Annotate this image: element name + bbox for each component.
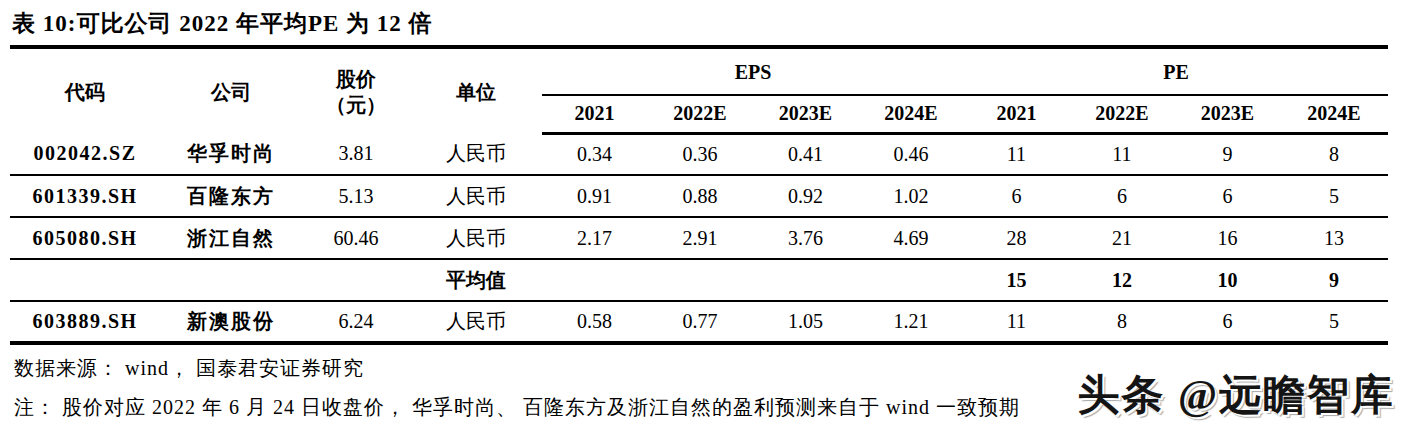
cell-unit: 人民币 (410, 301, 542, 343)
table-row: 605080.SH 浙江自然 60.46 人民币 2.17 2.91 3.76 … (10, 217, 1388, 259)
cell-pe-2023e: 6 (1175, 175, 1280, 217)
table-row: 002042.SZ 华孚时尚 3.81 人民币 0.34 0.36 0.41 0… (10, 133, 1388, 175)
cell-price: 3.81 (302, 133, 410, 175)
avg-pe-2022e: 12 (1069, 259, 1175, 301)
cell-code: 601339.SH (10, 175, 160, 217)
cell-eps-2024e: 4.69 (858, 217, 964, 259)
table-row: 601339.SH 百隆东方 5.13 人民币 0.91 0.88 0.92 1… (10, 175, 1388, 217)
average-label: 平均值 (410, 259, 542, 301)
cell-eps-2023e: 0.92 (753, 175, 858, 217)
header-group-row: 代码 公司 股价 （元） 单位 EPS PE (10, 51, 1388, 95)
header-pe-2023e: 2023E (1175, 95, 1280, 133)
cell-eps-2022e: 2.91 (647, 217, 753, 259)
cell-pe-2021: 6 (964, 175, 1069, 217)
cell-eps-empty (647, 259, 753, 301)
cell-eps-2023e: 1.05 (753, 301, 858, 343)
report-page: 表 10:可比公司 2022 年平均PE 为 12 倍 代码 公司 股价 （元）… (0, 0, 1407, 421)
header-eps-2024e: 2024E (858, 95, 964, 133)
header-price: 股价 （元） (302, 51, 410, 133)
cell-pe-2024e: 8 (1280, 133, 1388, 175)
cell-price-empty (302, 259, 410, 301)
header-price-line2: （元） (302, 92, 410, 118)
cell-pe-2022e: 6 (1069, 175, 1175, 217)
cell-eps-empty (542, 259, 647, 301)
header-code: 代码 (10, 51, 160, 133)
cell-company: 华孚时尚 (160, 133, 302, 175)
cell-pe-2022e: 21 (1069, 217, 1175, 259)
avg-pe-2024e: 9 (1280, 259, 1388, 301)
cell-pe-2021: 11 (964, 133, 1069, 175)
cell-pe-2023e: 16 (1175, 217, 1280, 259)
header-eps-2021: 2021 (542, 95, 647, 133)
header-pe-2021: 2021 (964, 95, 1069, 133)
cell-company: 百隆东方 (160, 175, 302, 217)
cell-eps-2021: 2.17 (542, 217, 647, 259)
cell-eps-empty (753, 259, 858, 301)
cell-unit: 人民币 (410, 217, 542, 259)
cell-pe-2023e: 6 (1175, 301, 1280, 343)
table-row: 603889.SH 新澳股份 6.24 人民币 0.58 0.77 1.05 1… (10, 301, 1388, 343)
header-company: 公司 (160, 51, 302, 133)
header-eps-2023e: 2023E (753, 95, 858, 133)
avg-pe-2023e: 10 (1175, 259, 1280, 301)
cell-pe-2022e: 11 (1069, 133, 1175, 175)
cell-pe-2024e: 5 (1280, 175, 1388, 217)
table-title: 表 10:可比公司 2022 年平均PE 为 12 倍 (10, 6, 1397, 45)
header-pe-2022e: 2022E (1069, 95, 1175, 133)
cell-eps-2023e: 0.41 (753, 133, 858, 175)
cell-eps-2022e: 0.77 (647, 301, 753, 343)
cell-eps-2022e: 0.88 (647, 175, 753, 217)
watermark: 头条 @远瞻智库 (1077, 367, 1395, 423)
cell-pe-2021: 11 (964, 301, 1069, 343)
cell-unit: 人民币 (410, 175, 542, 217)
cell-company: 浙江自然 (160, 217, 302, 259)
cell-eps-2024e: 1.02 (858, 175, 964, 217)
cell-pe-2023e: 9 (1175, 133, 1280, 175)
cell-price: 5.13 (302, 175, 410, 217)
title-divider (10, 45, 1388, 49)
header-unit: 单位 (410, 51, 542, 133)
cell-eps-2021: 0.91 (542, 175, 647, 217)
header-eps-2022e: 2022E (647, 95, 753, 133)
cell-eps-2023e: 3.76 (753, 217, 858, 259)
header-pe-group: PE (964, 51, 1388, 95)
cell-code-empty (10, 259, 160, 301)
cell-code: 603889.SH (10, 301, 160, 343)
cell-pe-2021: 28 (964, 217, 1069, 259)
header-eps-group: EPS (542, 51, 964, 95)
cell-unit: 人民币 (410, 133, 542, 175)
cell-eps-2021: 0.34 (542, 133, 647, 175)
comparable-companies-table: 代码 公司 股价 （元） 单位 EPS PE 2021 2022E 2023E … (10, 51, 1388, 345)
cell-pe-2022e: 8 (1069, 301, 1175, 343)
cell-price: 60.46 (302, 217, 410, 259)
avg-pe-2021: 15 (964, 259, 1069, 301)
cell-pe-2024e: 13 (1280, 217, 1388, 259)
cell-code: 605080.SH (10, 217, 160, 259)
cell-eps-2024e: 0.46 (858, 133, 964, 175)
cell-eps-2022e: 0.36 (647, 133, 753, 175)
header-price-line1: 股价 (302, 66, 410, 92)
cell-company-empty (160, 259, 302, 301)
average-row: 平均值 15 12 10 9 (10, 259, 1388, 301)
header-pe-2024e: 2024E (1280, 95, 1388, 133)
cell-code: 002042.SZ (10, 133, 160, 175)
cell-eps-2024e: 1.21 (858, 301, 964, 343)
cell-eps-empty (858, 259, 964, 301)
cell-eps-2021: 0.58 (542, 301, 647, 343)
cell-price: 6.24 (302, 301, 410, 343)
cell-pe-2024e: 5 (1280, 301, 1388, 343)
cell-company: 新澳股份 (160, 301, 302, 343)
